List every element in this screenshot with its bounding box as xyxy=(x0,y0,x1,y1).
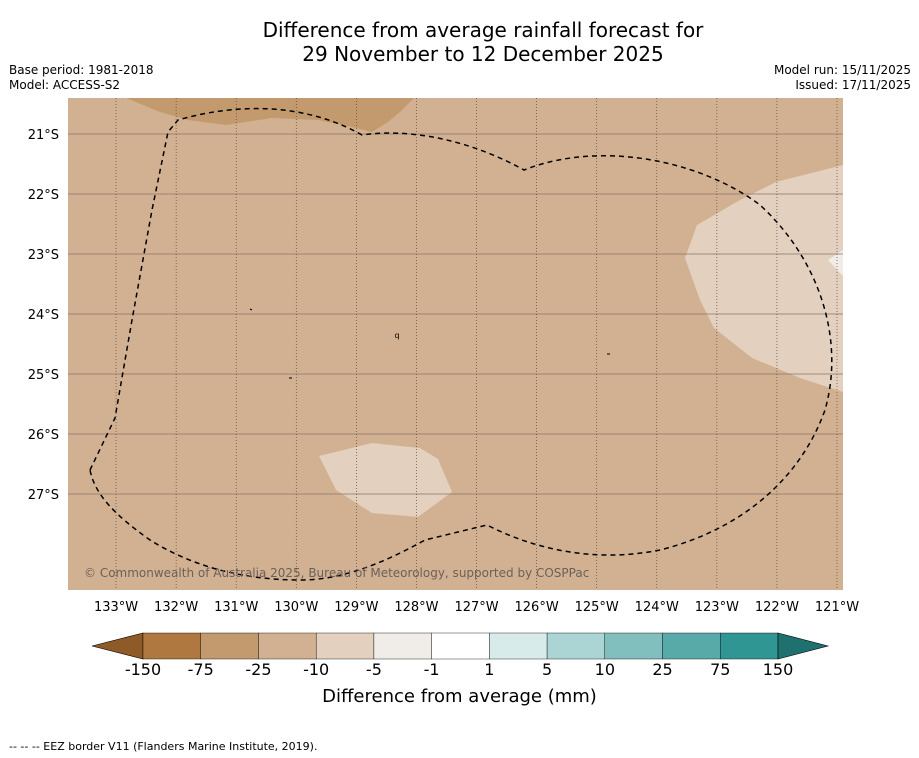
colorbar-extend-high xyxy=(777,632,830,660)
longitude-label: 125°W xyxy=(575,600,619,615)
meta-left: Base period: 1981-2018 Model: ACCESS-S2 xyxy=(9,63,154,93)
longitude-label: 129°W xyxy=(334,600,378,615)
colorbar-bin xyxy=(373,632,432,660)
map-background xyxy=(68,98,843,590)
longitude-labels: 133°W 132°W 131°W 130°W 129°W 128°W 127°W 126°W… xyxy=(94,600,859,615)
issued-date: Issued: 17/11/2025 xyxy=(795,78,911,92)
longitude-label: 127°W xyxy=(454,600,498,615)
colorbar-tick-label: -150 xyxy=(124,660,162,679)
island-mark xyxy=(249,308,253,311)
colorbar-bin xyxy=(662,632,721,660)
colorbar-tick-label: -25 xyxy=(245,660,272,679)
longitude-label: 132°W xyxy=(154,600,198,615)
colorbar-bin xyxy=(431,632,490,660)
colorbar-tick-label: 5 xyxy=(541,660,553,679)
model-name: Model: ACCESS-S2 xyxy=(9,78,121,92)
colorbar-bin xyxy=(258,632,317,660)
latitude-label: 23°S xyxy=(28,248,59,263)
title-line-1: Difference from average rainfall forecas… xyxy=(262,18,704,42)
longitude-label: 123°W xyxy=(695,600,739,615)
latitude-label: 25°S xyxy=(28,368,59,383)
colorbar-tick-label: 10 xyxy=(594,660,615,679)
longitude-label: 124°W xyxy=(635,600,679,615)
colorbar-tick-label: 75 xyxy=(710,660,731,679)
title-line-2: 29 November to 12 December 2025 xyxy=(302,42,664,66)
colorbar-tick-label: -5 xyxy=(365,660,382,679)
colorbar-bin xyxy=(720,632,779,660)
colorbar xyxy=(91,632,830,660)
island-label: q xyxy=(394,331,399,340)
colorbar-tick-label: 25 xyxy=(652,660,673,679)
footer-note: -- -- -- EEZ border V11 (Flanders Marine… xyxy=(9,740,318,753)
meta-right: Model run: 15/11/2025 Issued: 17/11/2025 xyxy=(774,63,911,93)
longitude-label: 128°W xyxy=(394,600,438,615)
colorbar-tick-label: -1 xyxy=(423,660,440,679)
colorbar-tick-label: 1 xyxy=(484,660,495,679)
colorbar-title: Difference from average (mm) xyxy=(322,686,597,707)
latitude-label: 24°S xyxy=(28,308,59,323)
colorbar-extend-low xyxy=(91,632,144,660)
colorbar-bin xyxy=(200,632,259,660)
colorbar-bin xyxy=(546,632,606,660)
longitude-label: 131°W xyxy=(214,600,258,615)
colorbar-tick-label: -10 xyxy=(303,660,330,679)
longitude-label: 133°W xyxy=(94,600,138,615)
colorbar-bin xyxy=(142,632,201,660)
colorbar-tick-label: -75 xyxy=(187,660,214,679)
anomaly-region-east xyxy=(685,165,843,392)
latitude-labels: 21°S 22°S 23°S 24°S 25°S 26°S 27°S xyxy=(28,128,59,503)
latitude-label: 27°S xyxy=(28,488,59,503)
colorbar-bin xyxy=(489,632,548,660)
chart-title: Difference from average rainfall forecas… xyxy=(0,18,919,66)
latitude-label: 21°S xyxy=(28,128,59,143)
anomaly-region-dry xyxy=(126,98,414,132)
anomaly-region-south xyxy=(319,443,452,517)
map-panel: q © Commonwealth of Australia 2025, Bure… xyxy=(68,98,843,590)
eez-border xyxy=(89,107,833,581)
longitude-label: 130°W xyxy=(274,600,318,615)
latitude-label: 26°S xyxy=(28,428,59,443)
latitude-label: 22°S xyxy=(28,188,59,203)
longitude-label: 122°W xyxy=(755,600,799,615)
colorbar-bin xyxy=(315,632,375,660)
longitude-label: 121°W xyxy=(815,600,859,615)
colorbar-tick-label: 150 xyxy=(762,660,794,679)
gridlines xyxy=(68,98,843,590)
base-period: Base period: 1981-2018 xyxy=(9,63,154,77)
colorbar-bin xyxy=(604,632,663,660)
anomaly-region-east-light xyxy=(828,250,843,276)
longitude-label: 126°W xyxy=(515,600,559,615)
copyright-text: © Commonwealth of Australia 2025, Bureau… xyxy=(84,566,589,580)
model-run: Model run: 15/11/2025 xyxy=(773,63,911,77)
